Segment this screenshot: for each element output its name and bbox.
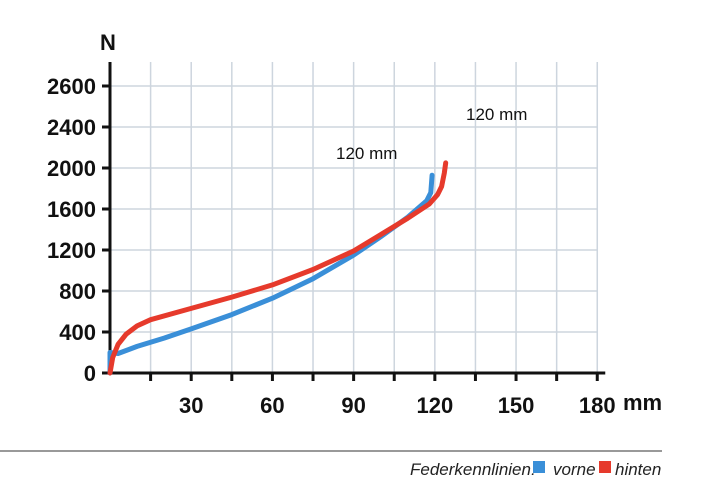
x-axis-label: mm (623, 390, 662, 415)
grid (110, 62, 599, 373)
legend: Federkennlinien: vorne hinten (410, 460, 661, 479)
legend-swatch-hinten (599, 461, 611, 473)
series-line-vorne (107, 172, 435, 376)
x-tick-label: 150 (498, 393, 535, 418)
legend-title: Federkennlinien: (410, 460, 536, 479)
y-tick-label: 1600 (47, 197, 96, 222)
y-tick-label: 2400 (47, 115, 96, 140)
x-tick-label: 30 (179, 393, 203, 418)
x-tick-label: 180 (579, 393, 616, 418)
annotation-hinten-travel: 120 mm (466, 105, 527, 124)
y-tick-label: 400 (59, 320, 96, 345)
legend-label-hinten: hinten (615, 460, 661, 479)
y-tick-label: 2600 (47, 74, 96, 99)
axes: 0 400 800 1200 1600 2000 2400 2600 30 60 90 120 150 1… (47, 62, 616, 418)
legend-swatch-vorne (533, 461, 545, 473)
y-tick-label: 2000 (47, 156, 96, 181)
y-tick-label: 800 (59, 279, 96, 304)
y-tick-label: 0 (84, 361, 96, 386)
legend-label-vorne: vorne (553, 460, 596, 479)
x-tick-label: 120 (416, 393, 453, 418)
x-tick-label: 60 (260, 393, 284, 418)
y-tick-label: 1200 (47, 238, 96, 263)
series-lines (107, 160, 449, 376)
x-tick-label: 90 (341, 393, 365, 418)
annotation-vorne-travel: 120 mm (336, 144, 397, 163)
series-line-hinten (107, 160, 449, 376)
y-axis-label: N (100, 30, 116, 55)
